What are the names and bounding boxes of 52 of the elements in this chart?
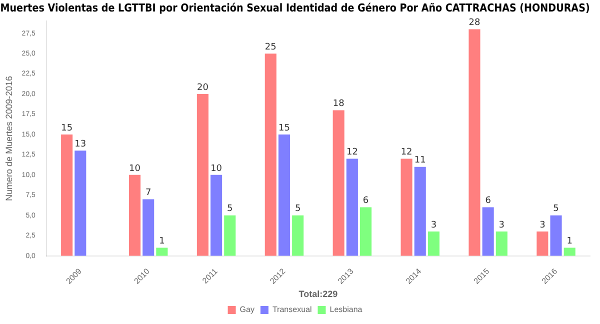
data-label: 18 bbox=[332, 99, 345, 110]
legend-label: Gay bbox=[240, 305, 254, 314]
y-axis-title: Numero de Muertes 2009-2016 bbox=[4, 76, 14, 202]
data-label: 7 bbox=[145, 188, 152, 198]
data-label: 12 bbox=[346, 148, 358, 158]
bar bbox=[278, 134, 290, 256]
bar bbox=[414, 166, 426, 256]
bar bbox=[210, 174, 222, 256]
data-label: 6 bbox=[485, 196, 492, 206]
bar bbox=[482, 207, 494, 256]
bar bbox=[550, 215, 562, 256]
data-label: 5 bbox=[553, 204, 559, 214]
data-label: 20 bbox=[196, 82, 209, 93]
data-label: 6 bbox=[362, 196, 369, 206]
legend-label: Lesbiana bbox=[330, 305, 363, 314]
bar bbox=[61, 134, 73, 256]
data-label: 11 bbox=[414, 156, 426, 166]
data-label: 28 bbox=[468, 18, 480, 28]
data-label: 5 bbox=[294, 204, 301, 214]
bar bbox=[74, 150, 86, 256]
legend-label: Transexual bbox=[272, 305, 312, 314]
data-label: 3 bbox=[540, 220, 546, 230]
bar bbox=[496, 232, 508, 256]
bar bbox=[564, 248, 576, 256]
bar bbox=[142, 199, 154, 256]
data-label: 1 bbox=[159, 236, 165, 247]
bar bbox=[128, 174, 141, 256]
bar bbox=[264, 54, 276, 256]
x-axis-title: Total:229 bbox=[298, 289, 338, 300]
bar bbox=[224, 215, 236, 256]
bar bbox=[196, 94, 208, 256]
bar bbox=[428, 232, 440, 256]
data-label: 15 bbox=[61, 123, 73, 134]
bar bbox=[536, 232, 548, 256]
data-label: 10 bbox=[129, 164, 141, 174]
data-label: 3 bbox=[430, 220, 437, 230]
data-label: 5 bbox=[227, 204, 233, 214]
data-label: 15 bbox=[278, 123, 290, 134]
data-label: 10 bbox=[210, 164, 222, 174]
bar bbox=[360, 207, 372, 256]
data-label: 3 bbox=[498, 220, 505, 230]
bar bbox=[346, 158, 358, 256]
data-label: 12 bbox=[400, 148, 412, 158]
bar bbox=[292, 215, 304, 256]
data-label: 13 bbox=[74, 139, 86, 150]
bar bbox=[468, 29, 480, 256]
data-label: 1 bbox=[566, 236, 572, 247]
data-label: 25 bbox=[264, 42, 276, 52]
bar bbox=[332, 110, 344, 256]
bar bbox=[400, 158, 412, 256]
bar bbox=[156, 248, 168, 256]
chart-title: Muertes Violentas de LGTTBI por Orientación Sexual Identidad de Género Por Año CATTRACHAS (HONDURAS) bbox=[0, 2, 590, 15]
